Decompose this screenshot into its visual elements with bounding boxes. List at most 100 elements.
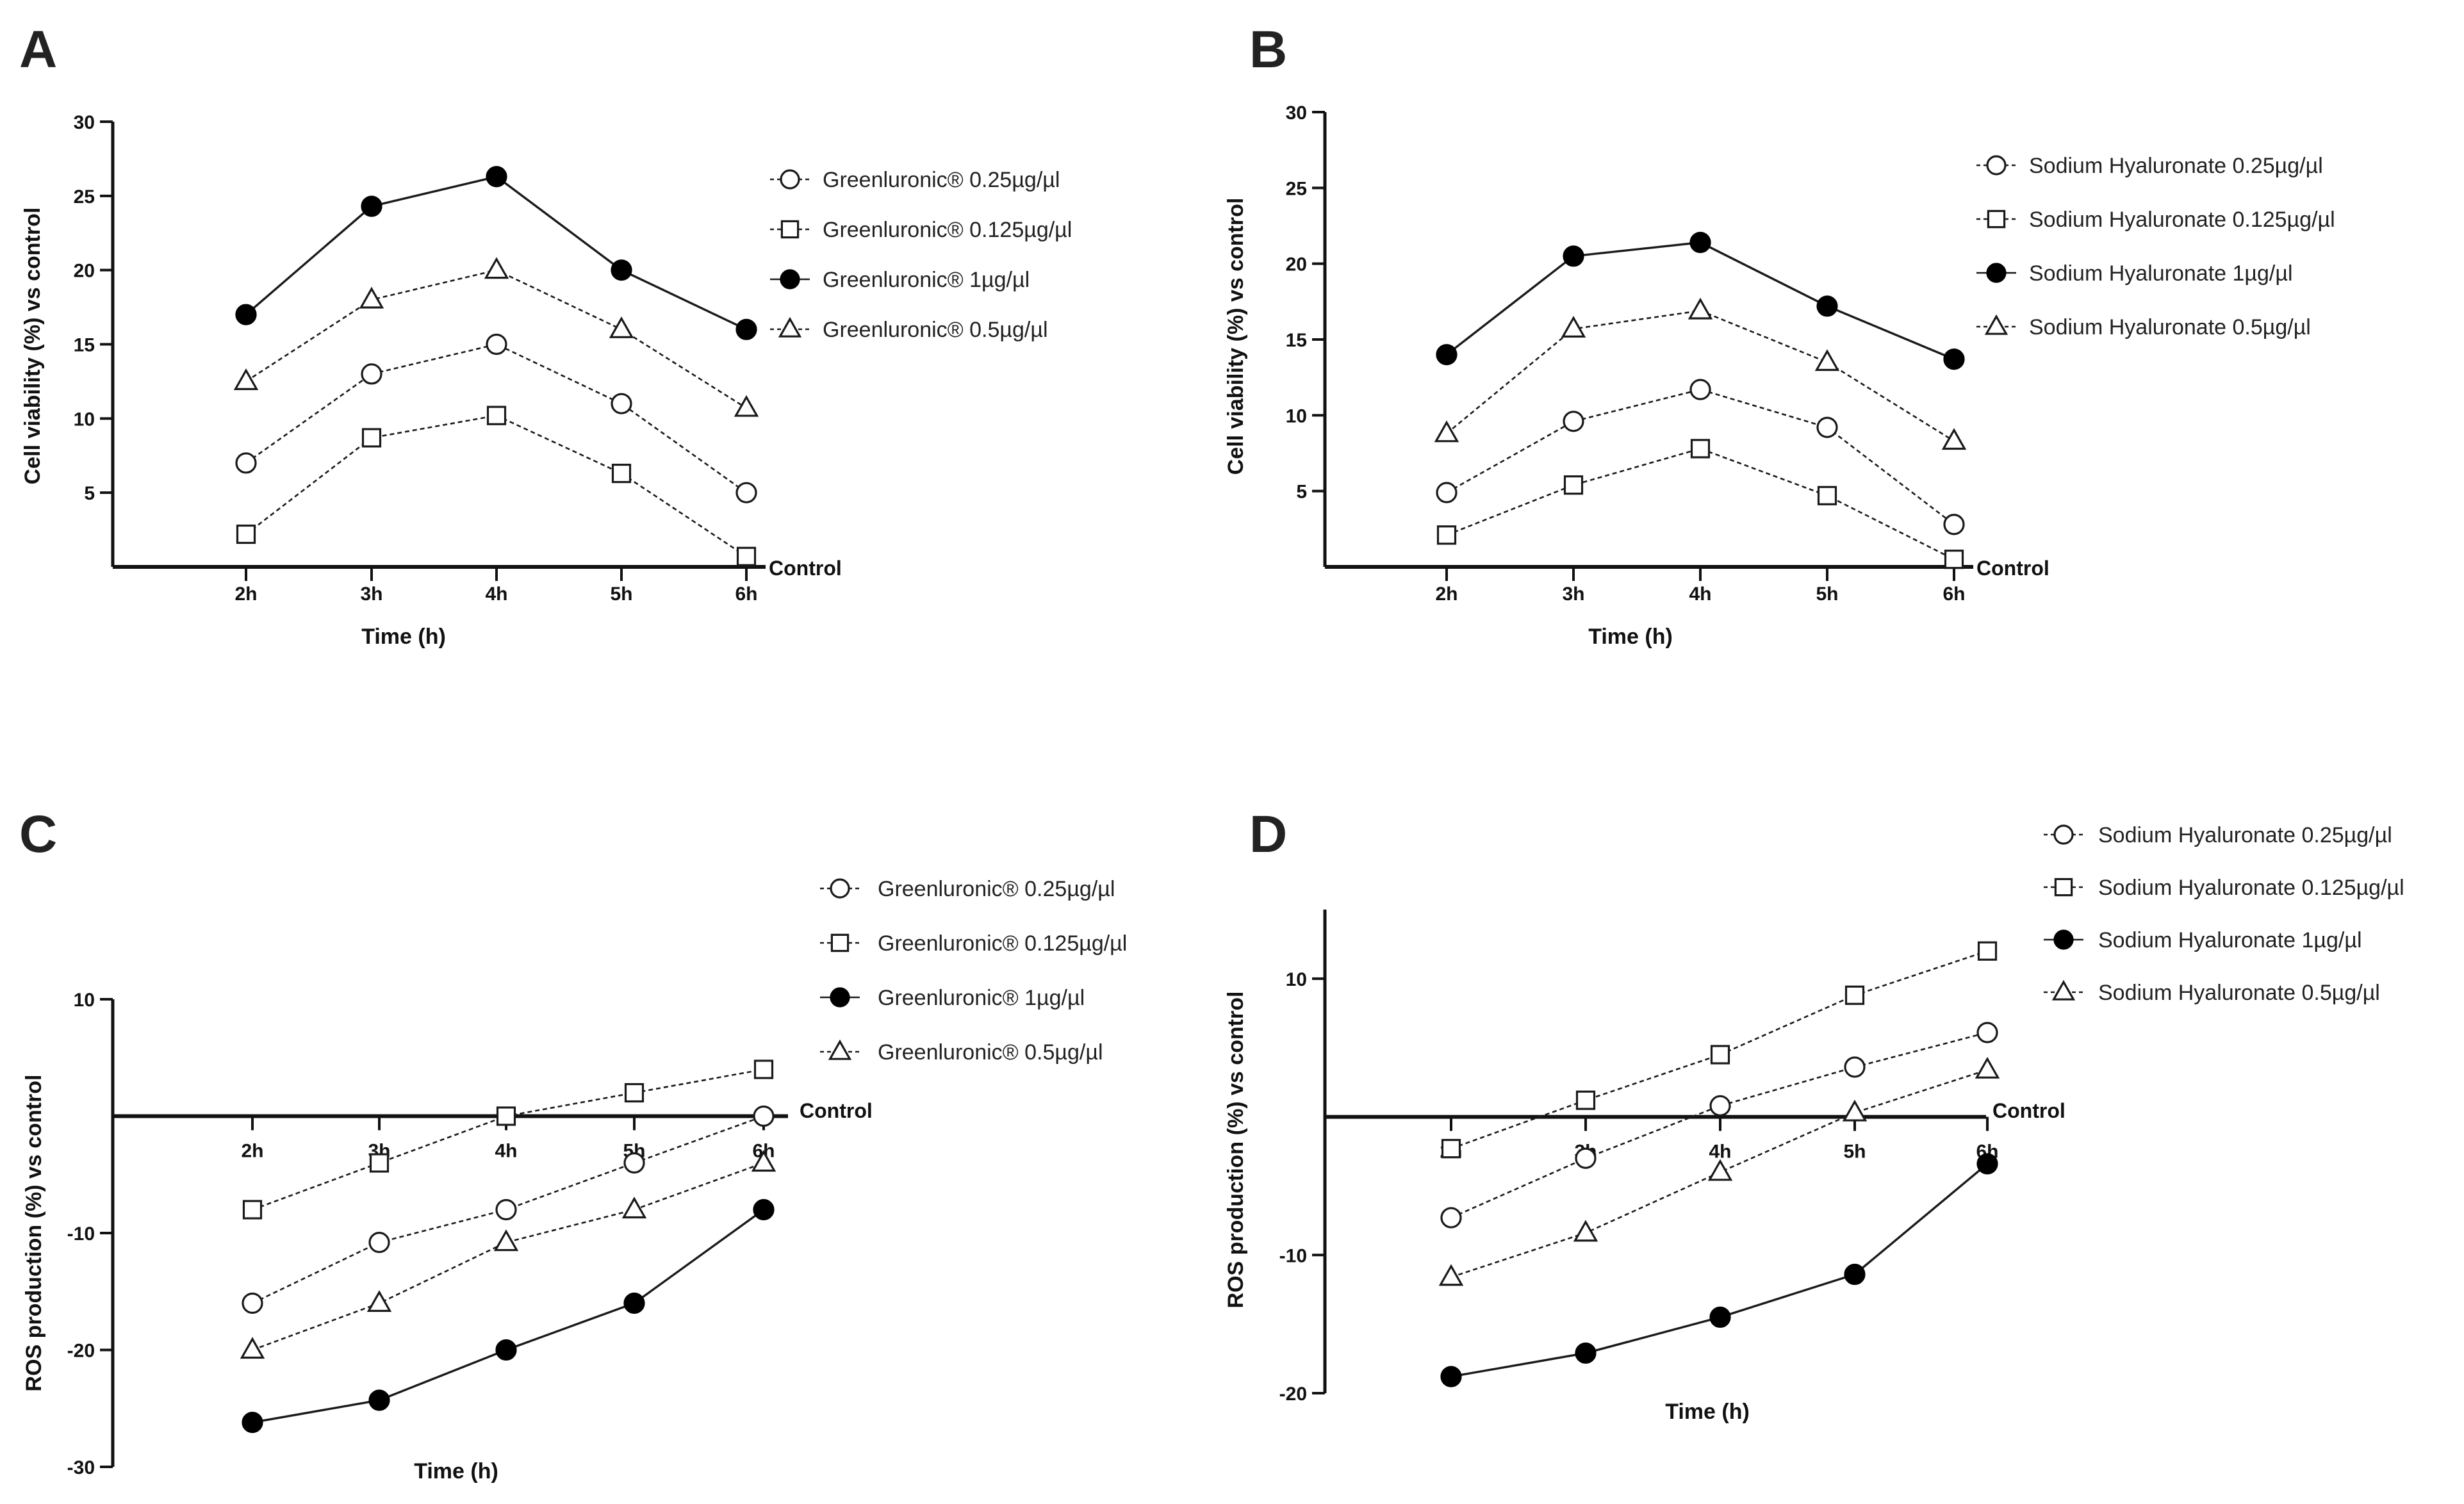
panel-b-legend-marker xyxy=(1986,155,2007,176)
panel-a-y-tick-label: 15 xyxy=(74,335,95,356)
panel-d-plot: 10-10-202h3h4h5h6hControlTime (h)ROS pro… xyxy=(1224,823,2404,1424)
panel-a-plot: 5 10 15 20 25 30 2h 3h 4h 5h 6h Control Time (h) Cell… xyxy=(21,112,1072,649)
panel-c-series-3-point xyxy=(242,1412,263,1434)
panel-d-y-tick-label: 10 xyxy=(1286,969,1307,990)
panel-a-y-tick-label: 5 xyxy=(84,483,95,504)
panel-c-legend-label: Greenluronic® 0.25µg/µl xyxy=(878,877,1115,901)
panel-c-legend-label: Greenluronic® 1µg/µl xyxy=(878,986,1085,1010)
panel-b-legend-marker xyxy=(1984,314,2008,335)
panel-c-legend-label: Greenluronic® 0.5µg/µl xyxy=(878,1040,1103,1065)
panel-a-x-tick-label: 6h xyxy=(735,584,757,605)
panel-b-x-axis-title: Time (h) xyxy=(1588,625,1673,649)
panel-a-legend-label: Greenluronic® 0.5µg/µl xyxy=(823,318,1048,342)
panel-b-series-3-point xyxy=(1563,245,1584,267)
panel-a-series-2-point xyxy=(361,428,382,448)
panel-a-x-tick-label: 5h xyxy=(610,584,632,605)
panel-d-legend-label: Sodium Hyaluronate 1µg/µl xyxy=(2098,928,2362,952)
panel-b-series-2-point xyxy=(1817,486,1837,505)
panel-b-legend-label: Sodium Hyaluronate 0.5µg/µl xyxy=(2029,315,2311,339)
panel-b-series-4-line xyxy=(1446,309,1955,442)
panel-a-series-1-point xyxy=(235,452,257,474)
panel-d-series-1-point xyxy=(1709,1095,1731,1116)
panel-d-series-3-point xyxy=(1709,1306,1731,1328)
panel-b-series-1-point xyxy=(1563,411,1584,432)
panel-a-control-label: Control xyxy=(769,557,842,580)
panel-a-legend-marker xyxy=(778,316,802,338)
panel-b-series-1-point xyxy=(1689,379,1711,400)
panel-b-y-tick-label: 25 xyxy=(1286,178,1307,199)
panel-d-series-2-point xyxy=(1441,1139,1461,1159)
panel-a-series-1-point xyxy=(361,363,382,385)
panel-c-legend-marker xyxy=(830,987,850,1008)
panel-a-series-1-point xyxy=(611,393,632,414)
panel-a: A 5 10 15 20 25 30 2h 3h 4h 5h 6h Control Time (h) Ce… xyxy=(19,20,1072,649)
panel-d-letter: D xyxy=(1249,805,1287,863)
panel-b-y-tick-label: 20 xyxy=(1286,254,1307,275)
panel-d-series-4-point xyxy=(1573,1220,1598,1242)
panel-a-legend-marker xyxy=(780,169,800,190)
panel-b-legend-label: Sodium Hyaluronate 0.125µg/µl xyxy=(2029,208,2335,232)
panel-c-series-4-point xyxy=(621,1197,647,1219)
panel-d-series-3-point xyxy=(1575,1342,1597,1364)
panel-a-series-4-point xyxy=(484,257,509,279)
panel-a-series-3-point xyxy=(361,195,382,217)
panel-c-series-2-point xyxy=(624,1083,645,1103)
panel-c-series-3-point xyxy=(495,1339,517,1361)
panel-a-series-3-point xyxy=(611,259,632,281)
panel-b-x-tick-label: 3h xyxy=(1562,584,1584,605)
panel-c-x-tick-label: 2h xyxy=(241,1141,263,1162)
panel-b-y-tick-label: 15 xyxy=(1286,330,1307,351)
panel-a-series-2-point xyxy=(736,546,757,566)
panel-c-y-tick-label: 10 xyxy=(74,990,95,1011)
panel-d-y-tick-label: -10 xyxy=(1279,1245,1307,1266)
panel-a-x-tick-label: 3h xyxy=(360,584,382,605)
panel-d-x-axis-title: Time (h) xyxy=(1665,1400,1750,1424)
panel-d-y-tick-label: -20 xyxy=(1279,1384,1307,1405)
panel-b-letter: B xyxy=(1249,20,1287,79)
panel-d-legend-label: Sodium Hyaluronate 0.125µg/µl xyxy=(2098,876,2404,900)
panel-d-series-1-line xyxy=(1450,1031,1988,1219)
panel-b-series-3-point xyxy=(1816,295,1838,317)
panel-c-series-4-line xyxy=(252,1162,764,1351)
panel-b-legend-label: Sodium Hyaluronate 0.25µg/µl xyxy=(2029,154,2323,178)
panel-a-y-tick-label: 30 xyxy=(74,112,95,133)
panel-b-plot: 5 10 15 20 25 30 2h 3h 4h 5h 6h Control Time (h) Cell… xyxy=(1224,102,2335,649)
panel-b-series-3-point xyxy=(1436,344,1458,366)
panel-a-series-2-point xyxy=(236,524,256,544)
panel-d-x-tick-label: 5h xyxy=(1843,1141,1866,1163)
panel-a-series-2-point xyxy=(611,463,632,484)
panel-d-series-3-point xyxy=(1844,1263,1866,1286)
panel-d-series-4-line xyxy=(1450,1068,1988,1279)
panel-a-y-tick-label: 20 xyxy=(74,261,95,282)
panel-c-y-axis-title: ROS production (%) vs control xyxy=(22,1075,46,1392)
panel-b-y-tick-label: 5 xyxy=(1296,482,1307,503)
panel-b-series-1-line xyxy=(1446,388,1955,525)
panel-c-series-2-point xyxy=(753,1059,774,1079)
panel-b-series-2-point xyxy=(1690,439,1711,459)
panel-c-series-2-point xyxy=(242,1200,263,1220)
panel-c-series-1-point xyxy=(753,1105,775,1127)
panel-a-legend-label: Greenluronic® 1µg/µl xyxy=(823,268,1030,292)
panel-a-series-3-point xyxy=(486,166,507,188)
panel-a-y-tick-label: 10 xyxy=(74,409,95,430)
panel-b-series-1-point xyxy=(1816,416,1838,438)
panel-d-series-2-point xyxy=(1575,1090,1596,1110)
panel-b-legend-label: Sodium Hyaluronate 1µg/µl xyxy=(2029,261,2293,286)
panel-d-series-4-point xyxy=(1438,1264,1464,1286)
panel-c-y-tick-label: -30 xyxy=(67,1457,95,1478)
panel-c-series-4-point xyxy=(493,1229,519,1252)
panel-c-control-label: Control xyxy=(800,1099,873,1122)
panel-b-legend-marker xyxy=(1987,209,2006,229)
panel-b-control-label: Control xyxy=(1976,557,2049,580)
panel-b-series-4-point xyxy=(1434,420,1459,443)
panel-d-series-1-point xyxy=(1976,1022,1998,1043)
panel-a-y-tick-label: 25 xyxy=(74,186,95,208)
panel-b-series-1-point xyxy=(1943,514,1965,535)
panel-c-series-2-point xyxy=(496,1106,516,1126)
panel-c-series-2-line xyxy=(252,1068,764,1211)
panel-c-series-3-point xyxy=(753,1198,775,1221)
panel-b-series-4-point xyxy=(1688,297,1713,320)
